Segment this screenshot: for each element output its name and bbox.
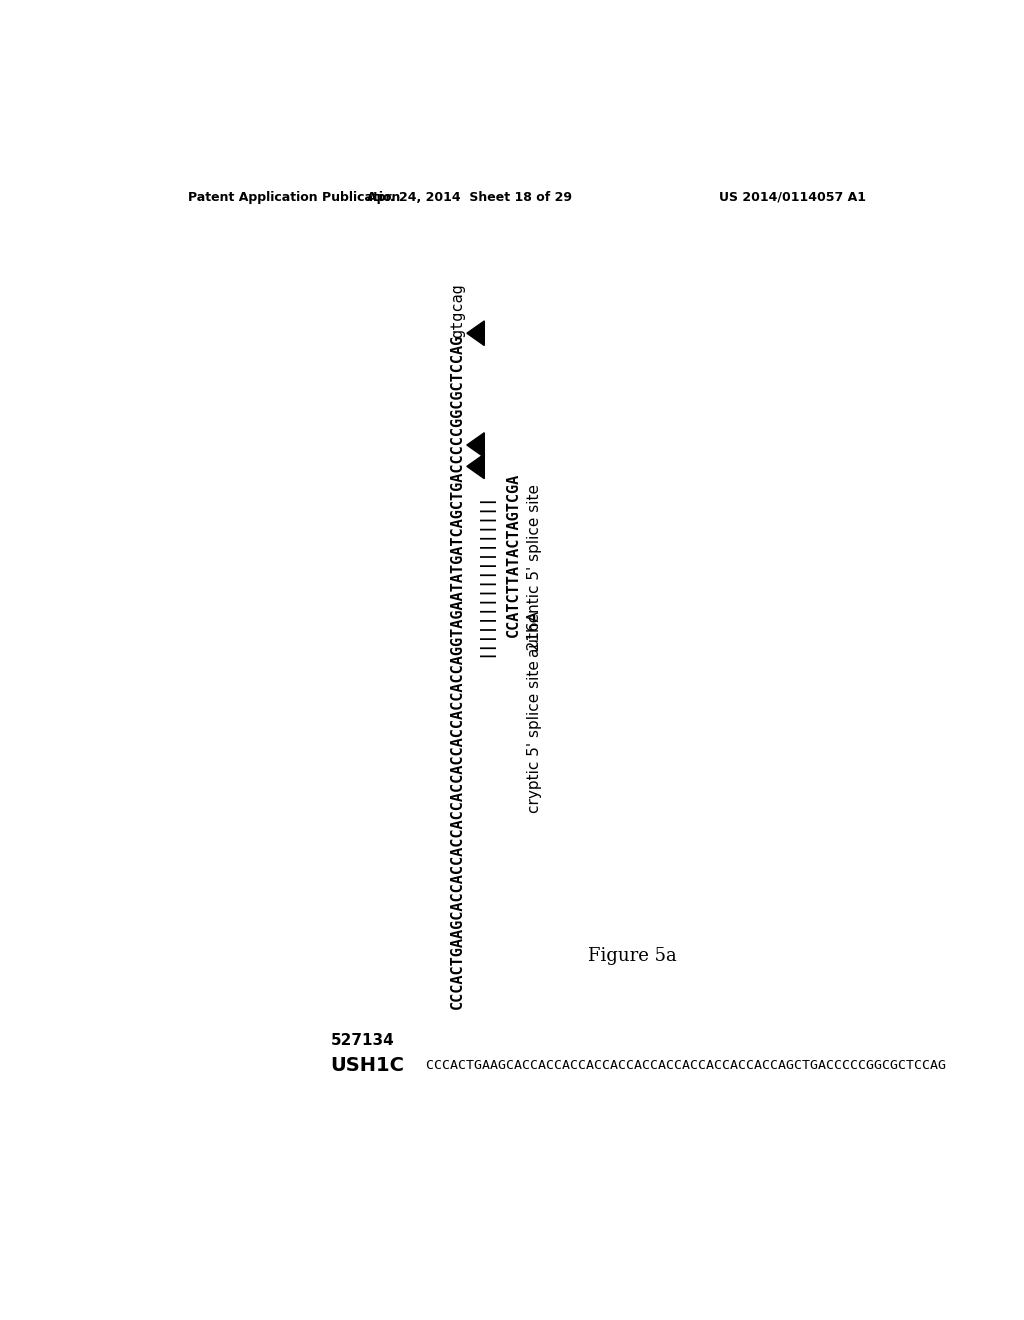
Polygon shape — [467, 321, 484, 346]
Text: 527134: 527134 — [331, 1034, 394, 1048]
Text: Figure 5a: Figure 5a — [588, 948, 676, 965]
Text: US 2014/0114057 A1: US 2014/0114057 A1 — [719, 190, 866, 203]
Polygon shape — [467, 454, 484, 479]
Text: CCCACTGAAGCACCACCACCACCACCACCACCACCACCAGGTAGAATATGATCAGCTGACCCCCGGCGCTCCAG: CCCACTGAAGCACCACCACCACCACCACCACCACCACCAG… — [450, 334, 465, 1010]
Text: gtgcag: gtgcag — [450, 284, 465, 338]
Polygon shape — [467, 433, 484, 457]
Text: Patent Application Publication: Patent Application Publication — [187, 190, 400, 203]
Text: cryptic 5' splice site  216A: cryptic 5' splice site 216A — [526, 611, 542, 813]
Text: ||||||||||||||||||: |||||||||||||||||| — [477, 492, 494, 657]
Text: USH1C: USH1C — [331, 1056, 404, 1074]
Text: authentic 5' splice site: authentic 5' splice site — [526, 483, 542, 656]
Text: CCCACTGAAGCACCACCACCACCACCACCACCACCACCACCACCAGCTGACCCCCGGCGCTCCAG: CCCACTGAAGCACCACCACCACCACCACCACCACCACCAC… — [418, 1059, 946, 1072]
Text: Apr. 24, 2014  Sheet 18 of 29: Apr. 24, 2014 Sheet 18 of 29 — [367, 190, 571, 203]
Text: CCATCTTATACTAGTCGA: CCATCTTATACTAGTCGA — [506, 473, 520, 638]
